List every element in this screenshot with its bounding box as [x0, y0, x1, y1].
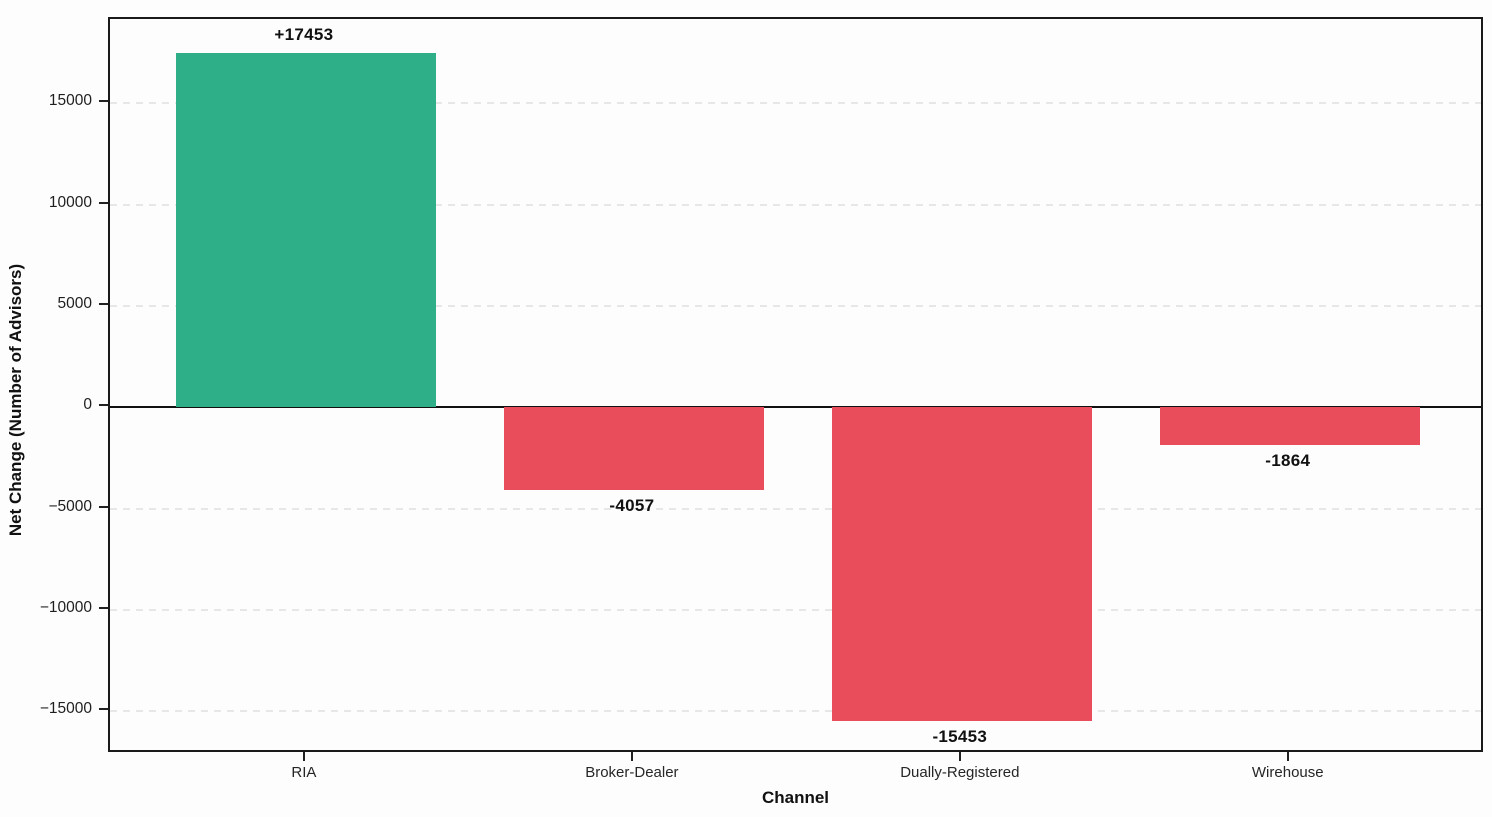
- y-tick-label: 0: [83, 396, 92, 414]
- gridline: [110, 507, 1481, 510]
- y-tick-mark: [99, 100, 108, 103]
- bar-value-label: -15453: [932, 726, 988, 746]
- x-tick-label: Dually-Registered: [900, 764, 1020, 781]
- y-tick-label: −10000: [39, 599, 92, 617]
- x-tick-mark: [302, 752, 305, 761]
- y-tick-mark: [99, 505, 108, 508]
- bar-wirehouse: [1159, 407, 1420, 446]
- bar-value-label: -1864: [1265, 451, 1311, 471]
- y-tick-mark: [99, 404, 108, 407]
- bar-value-label: +17453: [274, 25, 334, 45]
- x-tick-label: RIA: [291, 764, 317, 781]
- y-tick-label: −15000: [39, 700, 92, 718]
- y-tick-mark: [99, 302, 108, 305]
- y-tick-label: 15000: [48, 92, 92, 110]
- zero-axis-line: [110, 406, 1481, 409]
- y-tick-label: 10000: [48, 193, 92, 211]
- bar-value-label: -4057: [609, 495, 655, 515]
- x-tick-label: Broker-Dealer: [585, 764, 679, 781]
- gridline: [110, 609, 1481, 612]
- plot-area: [108, 17, 1483, 752]
- bar-broker-dealer: [503, 407, 764, 490]
- x-axis-title: Channel: [761, 788, 830, 807]
- y-tick-mark: [99, 607, 108, 610]
- x-tick-mark: [1286, 752, 1289, 761]
- x-tick-label: Wirehouse: [1251, 764, 1324, 781]
- x-tick-mark: [958, 752, 961, 761]
- y-tick-label: −5000: [48, 497, 92, 515]
- x-tick-mark: [630, 752, 633, 761]
- y-tick-mark: [99, 708, 108, 711]
- bar-dually-registered: [831, 407, 1092, 721]
- y-tick-label: 5000: [57, 294, 92, 312]
- bar-ria: [176, 53, 436, 408]
- y-tick-mark: [99, 201, 108, 204]
- gridline: [110, 710, 1481, 713]
